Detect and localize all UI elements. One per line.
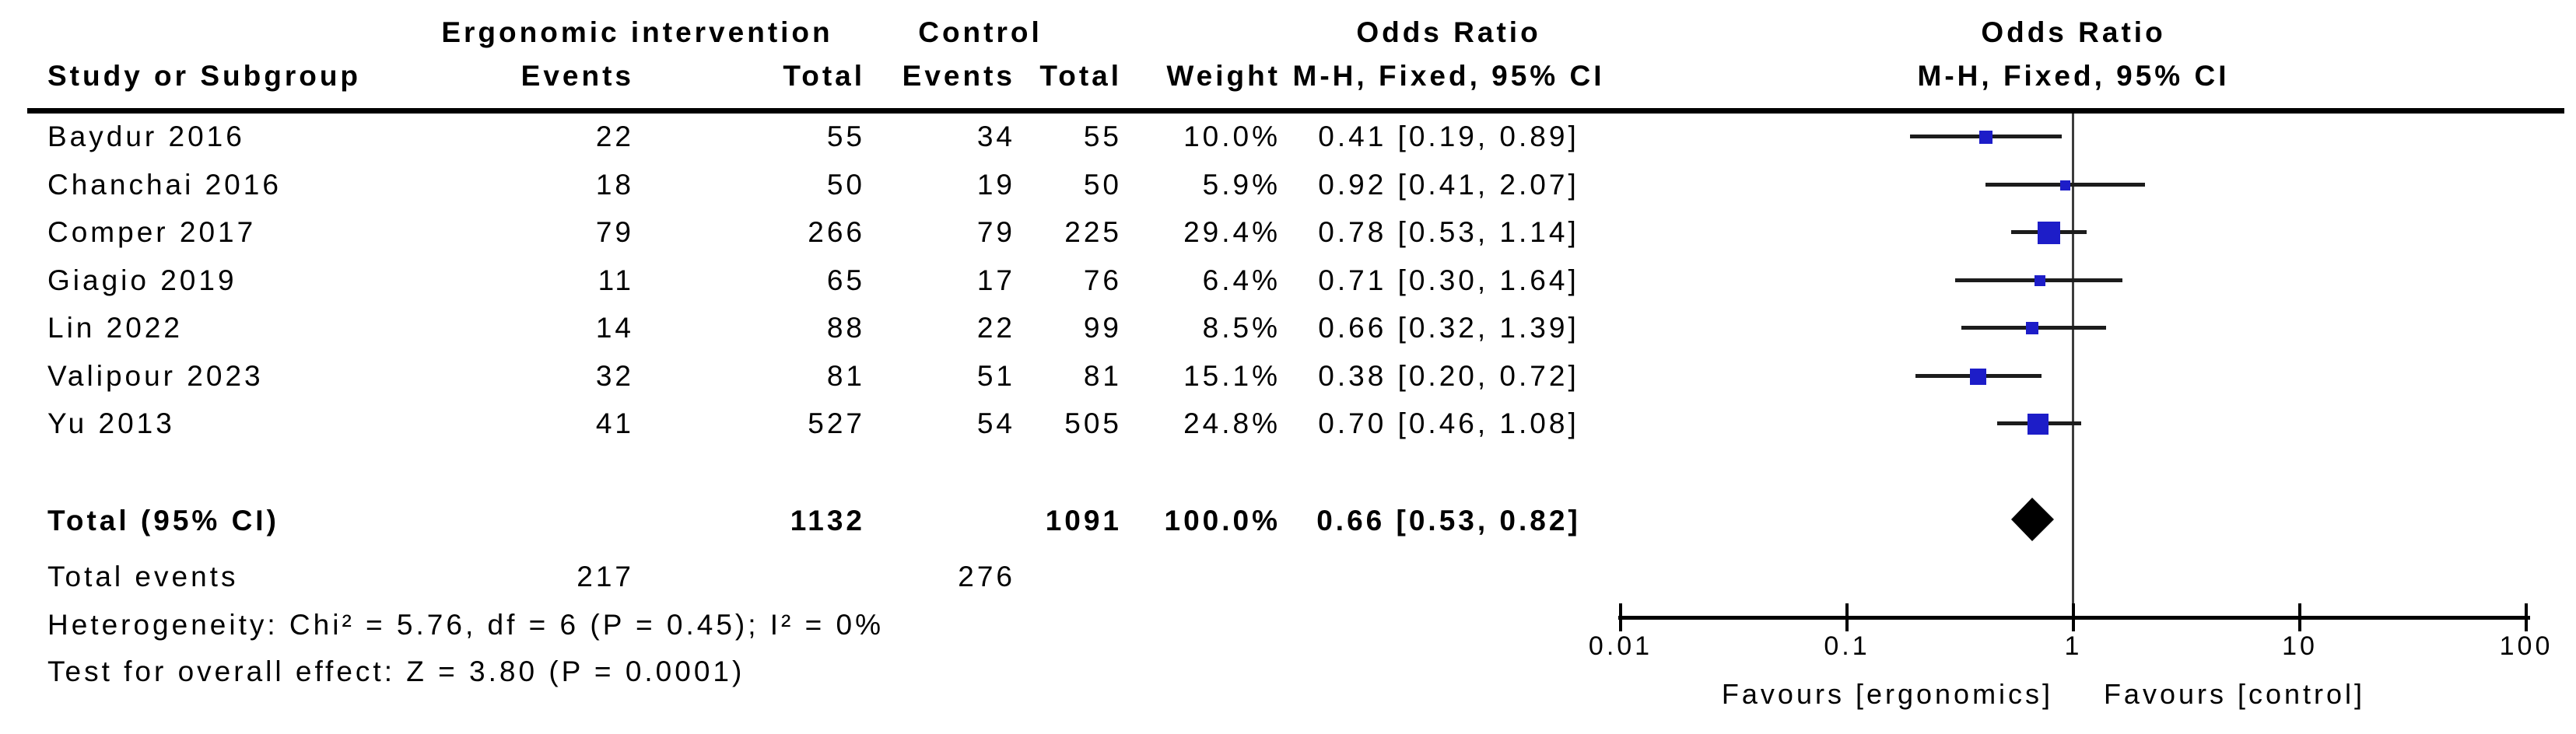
heterogeneity-text: Heterogeneity: Chi² = 5.76, df = 6 (P = … (47, 609, 885, 641)
total-control-cell: 76 (1083, 264, 1122, 296)
x-tick (2525, 603, 2528, 631)
weight-cell: 8.5% (1202, 312, 1281, 344)
ci-text-cell: 0.71 [0.30, 1.64] (1318, 264, 1579, 296)
events-control-cell: 17 (976, 264, 1015, 296)
events-intervention-cell: 79 (595, 216, 634, 248)
or-square (2038, 222, 2060, 244)
favours-right-label: Favours [control] (2103, 678, 2366, 710)
header-odds-ratio-plot: Odds Ratio (1981, 16, 2166, 48)
total-intervention-cell: 88 (826, 312, 865, 344)
col-header-events-control: Events (902, 60, 1015, 92)
header-odds-ratio-text: Odds Ratio (1356, 16, 1541, 48)
col-header-weight: Weight (1166, 60, 1281, 92)
x-tick-label: 0.01 (1588, 631, 1653, 661)
group-header-intervention: Ergonomic intervention (441, 16, 833, 48)
total-intervention-cell: 266 (808, 216, 865, 248)
total-events-control: 276 (958, 561, 1015, 592)
events-intervention-cell: 18 (595, 169, 634, 201)
null-effect-line (2072, 114, 2074, 617)
total-events-intervention: 217 (577, 561, 634, 592)
or-square (2028, 414, 2049, 435)
total-intervention-cell: 55 (826, 121, 865, 152)
col-header-events-intervention: Events (520, 60, 634, 92)
weight-cell: 24.8% (1183, 407, 1281, 439)
or-square (2060, 180, 2070, 190)
col-header-mh-ci-plot: M-H, Fixed, 95% CI (1917, 60, 2230, 92)
col-header-total-intervention: Total (783, 60, 865, 92)
weight-cell: 15.1% (1183, 360, 1281, 392)
ci-text-cell: 0.66 [0.32, 1.39] (1318, 312, 1579, 344)
col-header-study: Study or Subgroup (47, 60, 362, 92)
weight-cell: 29.4% (1183, 216, 1281, 248)
events-control-cell: 51 (976, 360, 1015, 392)
study-label: Yu 2013 (47, 407, 175, 439)
total-control-cell: 99 (1083, 312, 1122, 344)
x-tick-label: 100 (2499, 631, 2553, 661)
total-intervention-cell: 81 (826, 360, 865, 392)
x-tick (1845, 603, 1849, 631)
total-row-label: Total (95% CI) (47, 505, 279, 537)
weight-cell: 5.9% (1202, 169, 1281, 201)
total-intervention-cell: 65 (826, 264, 865, 296)
x-tick-label: 10 (2282, 631, 2318, 661)
events-intervention-cell: 32 (595, 360, 634, 392)
total-intervention-cell: 50 (826, 169, 865, 201)
weight-cell: 6.4% (1202, 264, 1281, 296)
events-intervention-cell: 22 (595, 121, 634, 152)
ci-text-cell: 0.38 [0.20, 0.72] (1318, 360, 1579, 392)
ci-text-cell: 0.92 [0.41, 2.07] (1318, 169, 1579, 201)
group-header-control: Control (918, 16, 1043, 48)
x-tick-label: 0.1 (1824, 631, 1870, 661)
or-square (1970, 369, 1986, 385)
events-control-cell: 79 (976, 216, 1015, 248)
header-rule (27, 108, 2564, 114)
ci-text-cell: 0.78 [0.53, 1.14] (1318, 216, 1579, 248)
study-label: Comper 2017 (47, 216, 257, 248)
total-intervention-cell: 527 (808, 407, 865, 439)
events-control-cell: 54 (976, 407, 1015, 439)
total-control-cell: 50 (1083, 169, 1122, 201)
or-square (2026, 322, 2038, 334)
col-header-total-control: Total (1039, 60, 1122, 92)
total-row-weight: 100.0% (1164, 505, 1281, 537)
col-header-mh-ci-text: M-H, Fixed, 95% CI (1292, 60, 1605, 92)
x-tick (1619, 603, 1622, 631)
pooled-diamond (2011, 498, 2054, 541)
ci-text-cell: 0.70 [0.46, 1.08] (1318, 407, 1579, 439)
study-label: Chanchai 2016 (47, 169, 282, 201)
x-tick (2298, 603, 2301, 631)
study-label: Valipour 2023 (47, 360, 264, 392)
study-label: Lin 2022 (47, 312, 183, 344)
x-tick (2072, 603, 2075, 631)
total-control-cell: 55 (1083, 121, 1122, 152)
total-control-cell: 225 (1064, 216, 1122, 248)
total-row-total-control: 1091 (1045, 505, 1122, 537)
total-control-cell: 81 (1083, 360, 1122, 392)
overall-effect-text: Test for overall effect: Z = 3.80 (P = 0… (47, 655, 745, 687)
favours-left-label: Favours [ergonomics] (1721, 678, 2054, 710)
events-intervention-cell: 41 (595, 407, 634, 439)
weight-cell: 10.0% (1183, 121, 1281, 152)
or-square (2035, 275, 2045, 286)
events-intervention-cell: 14 (595, 312, 634, 344)
events-control-cell: 34 (976, 121, 1015, 152)
ci-text-cell: 0.41 [0.19, 0.89] (1318, 121, 1579, 152)
total-row-ci: 0.66 [0.53, 0.82] (1316, 505, 1581, 537)
study-label: Baydur 2016 (47, 121, 245, 152)
study-label: Giagio 2019 (47, 264, 237, 296)
total-events-label: Total events (47, 561, 239, 592)
total-row-total-intervention: 1132 (790, 505, 865, 537)
or-square (1979, 131, 1992, 144)
events-control-cell: 19 (976, 169, 1015, 201)
events-intervention-cell: 11 (598, 264, 634, 296)
x-tick-label: 1 (2064, 631, 2083, 661)
total-control-cell: 505 (1064, 407, 1122, 439)
events-control-cell: 22 (976, 312, 1015, 344)
